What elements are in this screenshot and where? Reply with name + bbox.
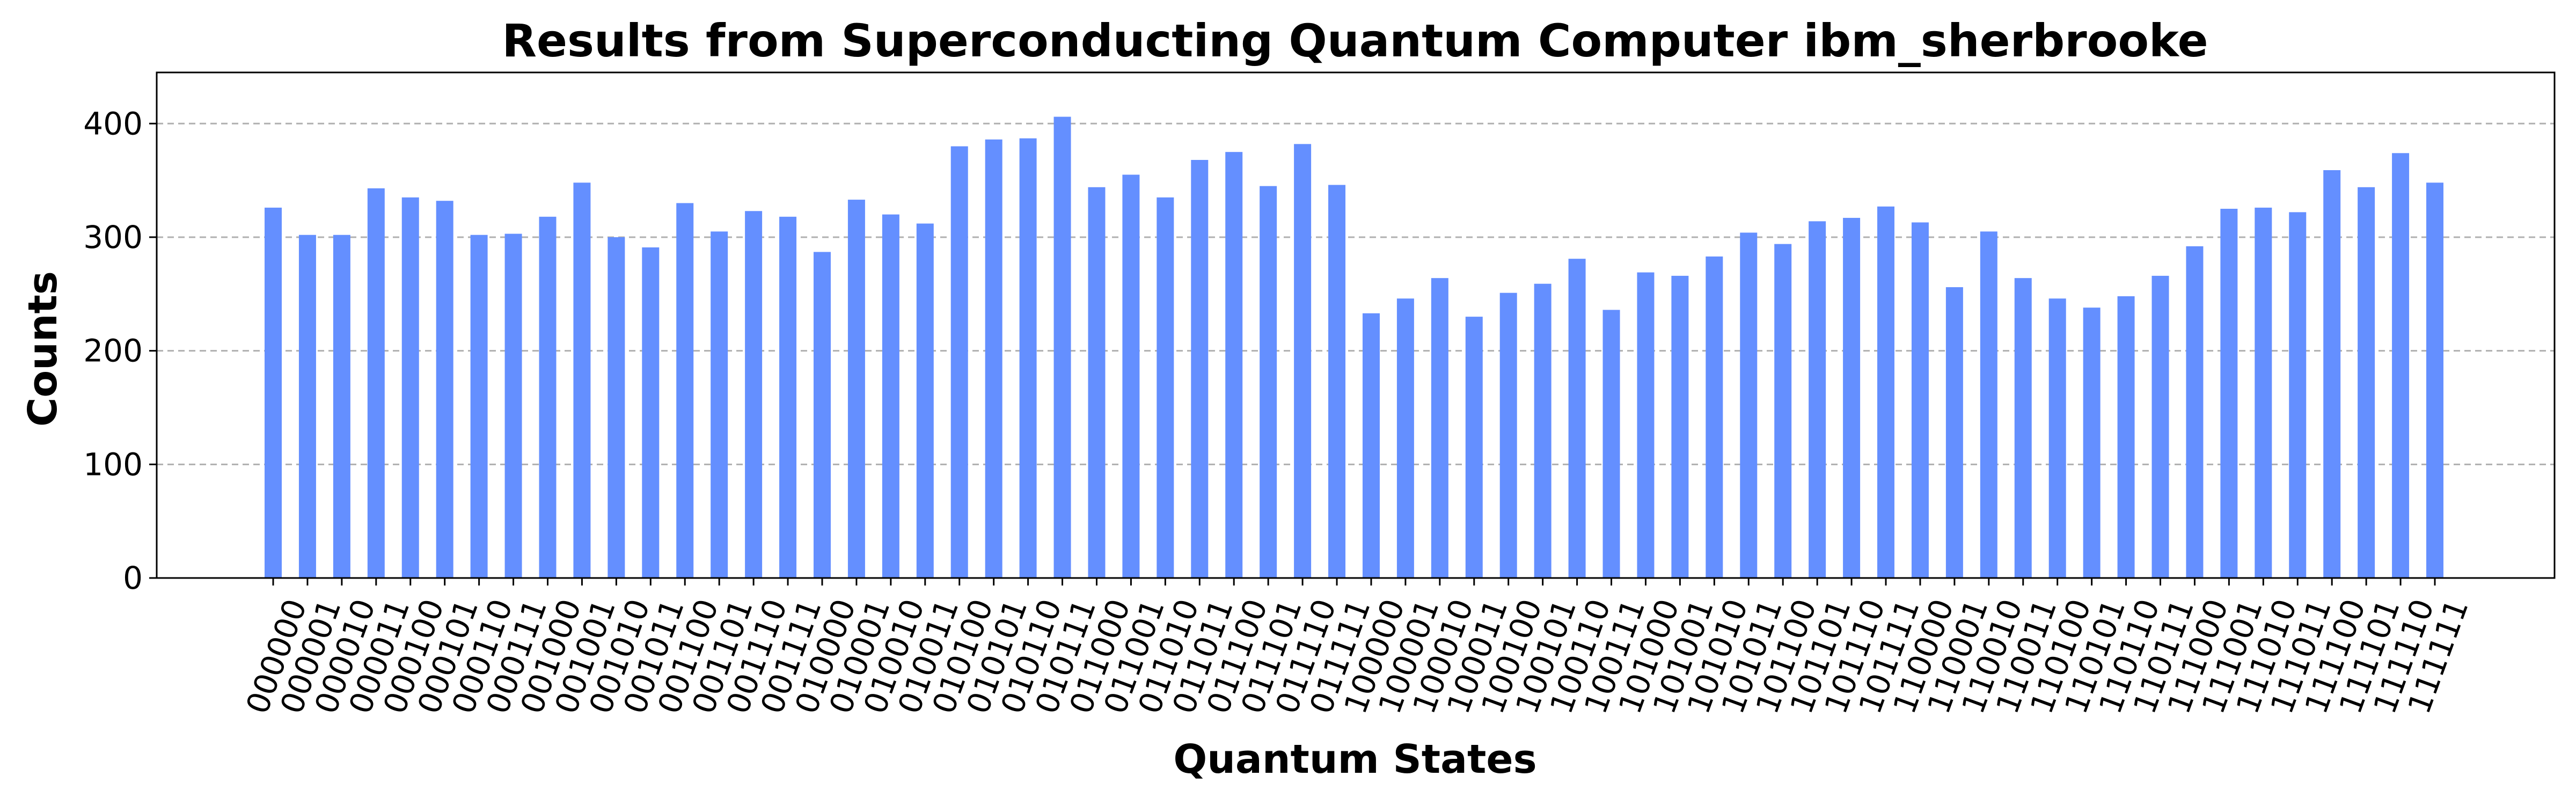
bar-110100 bbox=[2048, 298, 2066, 578]
y-axis-ticks: 0 100 200 300 400 bbox=[83, 105, 157, 596]
bar-100111 bbox=[1602, 310, 1620, 578]
bar-000101 bbox=[436, 201, 453, 579]
bar-100000 bbox=[1362, 313, 1380, 578]
bar-110111 bbox=[2151, 275, 2169, 578]
bar-001100 bbox=[676, 203, 694, 578]
bar-100010 bbox=[1431, 278, 1448, 578]
bar-001110 bbox=[745, 211, 763, 578]
plot-area-frame bbox=[156, 71, 2556, 579]
bar-101000 bbox=[1637, 272, 1655, 578]
bar-010000 bbox=[813, 252, 831, 579]
bar-101011 bbox=[1740, 232, 1758, 578]
bar-010101 bbox=[985, 139, 1002, 578]
bar-000110 bbox=[470, 235, 488, 579]
bar-000100 bbox=[401, 197, 419, 578]
y-tick-label: 400 bbox=[83, 105, 143, 142]
bar-100011 bbox=[1465, 317, 1483, 578]
bar-110110 bbox=[2117, 296, 2135, 578]
bar-000011 bbox=[367, 188, 385, 579]
bar-000000 bbox=[265, 207, 282, 578]
bar-001001 bbox=[573, 182, 591, 578]
bar-001111 bbox=[779, 216, 797, 578]
bar-100101 bbox=[1534, 283, 1552, 578]
bar-011111 bbox=[1328, 185, 1346, 578]
bar-010011 bbox=[916, 223, 934, 578]
bar-001101 bbox=[711, 231, 728, 578]
bar-001010 bbox=[608, 237, 625, 578]
bar-011011 bbox=[1191, 159, 1209, 578]
bar-011101 bbox=[1260, 186, 1277, 578]
bar-001000 bbox=[539, 216, 557, 578]
bar-111111 bbox=[2426, 182, 2443, 578]
bar-100110 bbox=[1568, 259, 1586, 578]
bar-101110 bbox=[1843, 217, 1861, 579]
bars-layer bbox=[265, 116, 2443, 579]
bar-111011 bbox=[2289, 212, 2307, 578]
bar-110101 bbox=[2083, 308, 2101, 578]
bar-111110 bbox=[2392, 153, 2410, 578]
bar-011100 bbox=[1225, 152, 1243, 578]
bar-101111 bbox=[1877, 206, 1895, 578]
bar-011010 bbox=[1157, 197, 1174, 578]
chart-title: Results from Superconducting Quantum Com… bbox=[502, 14, 2208, 67]
x-axis-ticks: 0000000000010000100000110001000001010001… bbox=[239, 578, 2476, 719]
bar-110010 bbox=[1980, 231, 1997, 578]
bar-010111 bbox=[1053, 116, 1071, 578]
y-tick-label: 200 bbox=[83, 333, 143, 369]
bar-101010 bbox=[1706, 256, 1723, 579]
bar-011001 bbox=[1122, 174, 1140, 578]
bar-010010 bbox=[882, 214, 899, 578]
bar-011110 bbox=[1294, 144, 1312, 578]
y-axis-label: Counts bbox=[20, 271, 66, 427]
y-tick-label: 0 bbox=[123, 560, 143, 596]
bar-010001 bbox=[847, 200, 865, 578]
bar-100001 bbox=[1396, 298, 1414, 578]
bar-100100 bbox=[1499, 292, 1517, 578]
bar-110011 bbox=[2014, 278, 2032, 578]
bar-111100 bbox=[2323, 170, 2341, 578]
bar-111010 bbox=[2255, 207, 2272, 578]
x-axis-label: Quantum States bbox=[1173, 736, 1536, 782]
bar-000001 bbox=[298, 235, 316, 579]
bar-111001 bbox=[2220, 209, 2238, 578]
bar-010100 bbox=[950, 146, 968, 578]
bar-111101 bbox=[2358, 187, 2375, 578]
y-tick-label: 300 bbox=[83, 219, 143, 255]
bar-111000 bbox=[2186, 246, 2204, 578]
bar-000010 bbox=[333, 235, 350, 579]
bar-101100 bbox=[1774, 244, 1792, 578]
bar-101001 bbox=[1671, 275, 1689, 578]
bar-001011 bbox=[642, 247, 660, 579]
y-tick-label: 100 bbox=[83, 446, 143, 482]
bar-000111 bbox=[504, 233, 522, 578]
bar-011000 bbox=[1088, 187, 1106, 578]
bar-110000 bbox=[1911, 222, 1929, 579]
bar-010110 bbox=[1019, 138, 1037, 578]
bar-101101 bbox=[1809, 221, 1826, 578]
bar-110001 bbox=[1945, 287, 1963, 578]
